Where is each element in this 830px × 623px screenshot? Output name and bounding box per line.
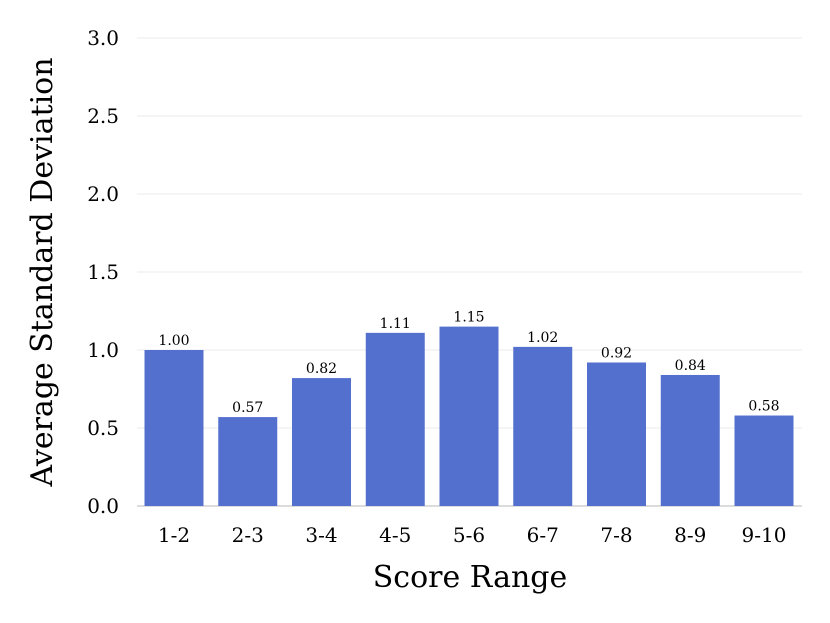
data-labels: 1.00 0.57 0.82 1.11 1.15 1.02 0.92 0.84 0.58 — [158, 310, 779, 416]
x-tick-label: 2-3 — [232, 523, 264, 547]
y-tick-label: 0.0 — [87, 494, 119, 518]
bar-value-label: 1.15 — [453, 310, 484, 326]
bar — [292, 378, 351, 506]
x-tick-label: 9-10 — [742, 523, 787, 547]
y-tick-label: 1.0 — [87, 338, 119, 362]
bar — [144, 350, 204, 506]
x-tick-label: 4-5 — [379, 523, 411, 547]
bar-value-label: 0.57 — [232, 400, 263, 416]
x-tick-label: 3-4 — [305, 523, 337, 547]
y-tick-label: 2.5 — [87, 104, 119, 128]
x-tick-label: 6-7 — [527, 523, 559, 547]
bar — [734, 415, 794, 506]
bar-value-label: 0.82 — [306, 361, 337, 377]
bar — [513, 346, 573, 506]
y-tick-label: 3.0 — [87, 26, 119, 50]
bar-value-label: 0.92 — [601, 345, 632, 361]
x-tick-label: 1-2 — [158, 523, 190, 547]
bar — [365, 332, 425, 506]
bar — [660, 374, 720, 506]
x-axis-title: Score Range — [373, 560, 568, 595]
bar — [587, 362, 646, 506]
bars — [144, 326, 794, 506]
bar — [218, 417, 278, 506]
bar — [439, 326, 499, 506]
y-axis-title: Average Standard Deviation — [25, 57, 60, 487]
bar-value-label: 1.11 — [380, 316, 411, 332]
y-tick-label: 0.5 — [87, 416, 119, 440]
bar-value-label: 1.02 — [527, 330, 558, 346]
y-tick-label: 2.0 — [87, 182, 119, 206]
y-tick-labels: 0.0 0.5 1.0 1.5 2.0 2.5 3.0 — [87, 26, 119, 518]
x-tick-label: 8-9 — [674, 523, 706, 547]
bar-value-label: 0.84 — [675, 358, 706, 374]
bar-value-label: 0.58 — [748, 399, 779, 415]
x-tick-labels: 1-2 2-3 3-4 4-5 5-6 6-7 7-8 8-9 9-10 — [158, 523, 787, 547]
bar-value-label: 1.00 — [158, 333, 189, 349]
y-tick-label: 1.5 — [87, 260, 119, 284]
x-tick-label: 5-6 — [453, 523, 485, 547]
x-tick-label: 7-8 — [600, 523, 632, 547]
